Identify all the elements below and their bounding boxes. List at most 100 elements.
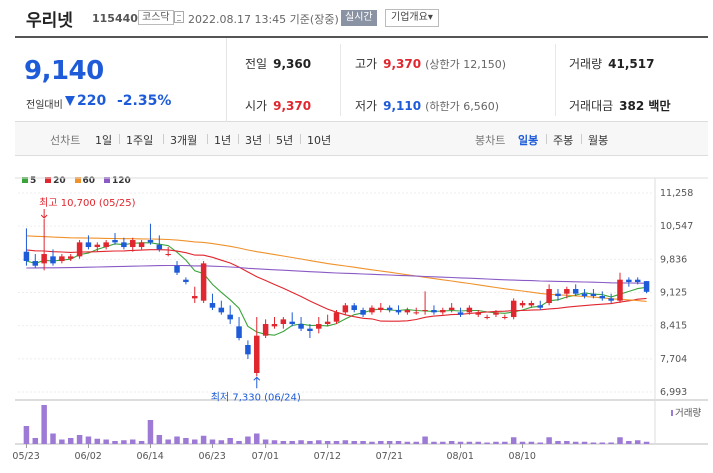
current-price: 9,140: [24, 56, 104, 86]
y-tick-label: 8,415: [660, 321, 687, 332]
candle-body: [138, 242, 145, 248]
volume-bar: [333, 441, 340, 444]
realtime-badge[interactable]: 실시간: [341, 10, 377, 26]
candle-body: [626, 279, 632, 283]
candle-body: [245, 345, 251, 355]
candle-body: [236, 326, 242, 339]
tab-monthly[interactable]: 월봉: [588, 134, 609, 147]
tab-10y[interactable]: 10년: [307, 134, 332, 147]
legend-ma5: 5: [22, 176, 36, 186]
upper-limit: (상한가 12,150): [425, 58, 506, 71]
candle-body: [386, 307, 393, 311]
volume-stat: 거래량 41,517: [569, 55, 654, 72]
tab-1y[interactable]: 1년: [214, 134, 232, 147]
low-annotation: 최저 7,330 (06/24): [211, 391, 301, 403]
candles: [23, 219, 650, 377]
volume-bar: [209, 439, 216, 444]
price-annotations: 최고 10,700 (05/25) 최저 7,330 (06/24): [39, 197, 301, 403]
low-stat: 저가 9,110 (하한가 6,560): [355, 97, 499, 114]
volume-bar: [537, 442, 544, 444]
document-icon[interactable]: [174, 11, 184, 23]
candle-body: [289, 321, 295, 325]
tab-weekly[interactable]: 주봉: [553, 134, 574, 147]
tab-daily[interactable]: 일봉: [518, 134, 539, 147]
volume-bar: [599, 442, 606, 444]
volume-bar: [307, 441, 313, 444]
volume-bar: [298, 440, 304, 444]
candle-body: [617, 279, 623, 301]
legend-ma5-swatch: [22, 177, 28, 183]
volume-bar: [67, 438, 74, 444]
quote-datetime: 2022.08.17 13:45 기준(장중): [188, 13, 339, 26]
candle-body: [502, 317, 508, 319]
candle-body: [395, 310, 402, 313]
high-label: 고가: [355, 57, 378, 71]
volume-bar: [280, 441, 287, 444]
x-tick-label: 06/14: [136, 451, 163, 462]
tab-3y[interactable]: 3년: [245, 134, 263, 147]
legend-ma120-swatch: [103, 177, 110, 183]
candle-body: [634, 279, 641, 283]
candle-body: [475, 312, 481, 315]
candle-body: [298, 324, 304, 329]
legend-ma5-label: 5: [30, 176, 37, 186]
volume-bar: [564, 441, 570, 444]
volume-bar: [324, 441, 331, 444]
candle-body: [50, 256, 56, 264]
volume-bar: [41, 405, 47, 444]
legend-ma20: 20: [45, 176, 66, 186]
y-tick-label: 9,125: [660, 288, 687, 299]
legend-ma20-swatch: [45, 177, 52, 183]
ma-line-60: [26, 235, 647, 302]
volume-bar: [85, 436, 92, 444]
volume-bar: [493, 441, 499, 444]
volume-bar: [59, 439, 65, 444]
volume-bar: [581, 441, 588, 444]
volume-bar: [404, 441, 411, 444]
candle-body: [466, 307, 473, 313]
volume-bar: [360, 441, 366, 444]
candle-body: [147, 240, 154, 243]
volume-bar: [643, 441, 650, 444]
line-chart-label: 선차트: [50, 134, 81, 147]
volume-bar: [262, 439, 269, 444]
volume-bar: [342, 440, 349, 444]
y-tick-label: 7,704: [660, 354, 687, 365]
stock-name: 우리넷: [26, 11, 73, 31]
down-triangle-icon: [65, 96, 75, 106]
candle-body: [76, 242, 83, 257]
x-tick-label: 07/12: [314, 451, 341, 462]
legend-ma120: 120: [103, 176, 131, 186]
candle-body: [67, 256, 74, 259]
candle-body: [537, 305, 544, 308]
candle-body: [448, 307, 455, 311]
company-overview-button[interactable]: 기업개요▾: [385, 9, 439, 27]
candle-body: [590, 293, 597, 297]
candle-body: [457, 312, 464, 315]
candle-body: [23, 251, 30, 262]
tab-3m[interactable]: 3개월: [170, 134, 198, 147]
tab-1w[interactable]: 1주일: [126, 134, 154, 147]
candle-body: [360, 310, 366, 315]
volume-bar: [378, 441, 384, 444]
candle-body: [422, 310, 428, 312]
x-tick-label: 07/21: [376, 451, 403, 462]
volume-bar: [617, 437, 623, 444]
volume-bar: [510, 437, 517, 444]
volume-bar: [448, 441, 455, 444]
tab-1d[interactable]: 1일: [95, 134, 113, 147]
volume-bar: [316, 440, 322, 444]
candle-body: [546, 289, 552, 304]
candlestick-chart[interactable]: 최고 10,700 (05/25) 최저 7,330 (06/24) 11,258…: [0, 160, 713, 473]
amount-label: 거래대금: [569, 99, 614, 113]
volume-bar: [590, 442, 597, 444]
volume-bar: [440, 441, 446, 444]
x-tick-label: 07/01: [252, 451, 279, 462]
tab-5y[interactable]: 5년: [276, 134, 294, 147]
candle-body: [413, 312, 419, 314]
volume-bar: [519, 441, 526, 444]
candle-body: [271, 324, 278, 327]
candle-body: [324, 321, 331, 325]
volume-bar: [369, 441, 375, 444]
high-annotation: 최고 10,700 (05/25): [39, 197, 135, 209]
